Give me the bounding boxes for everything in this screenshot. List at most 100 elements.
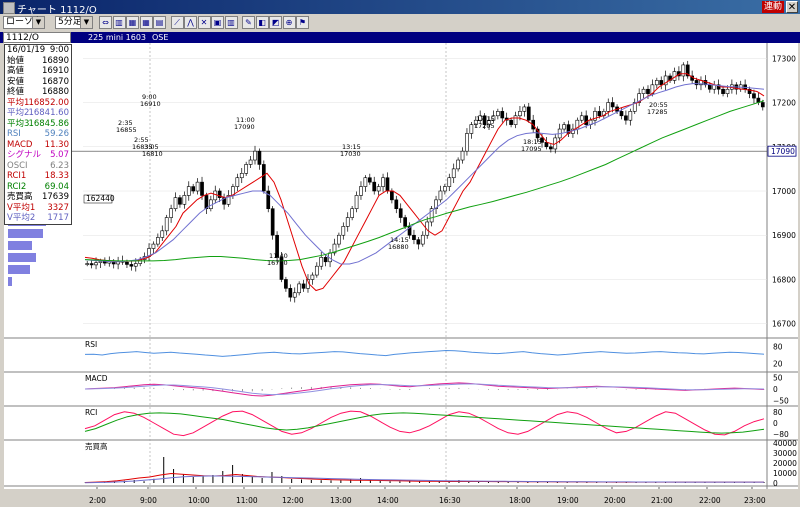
zigzag-icon[interactable]: ⋀: [184, 16, 197, 29]
volume-axis-label: 0: [773, 479, 778, 488]
info-row: RCI1 18.33: [5, 171, 71, 182]
info-row: 安値 16870: [5, 77, 71, 88]
info-row: OSCI 6.23: [5, 161, 71, 172]
annotation-price: 17285: [647, 108, 668, 116]
price-tick-label: 16900: [772, 231, 796, 240]
trend-line-icon[interactable]: ⟋: [170, 16, 184, 29]
plot-background: [4, 43, 798, 489]
info-row: MACD 11.30: [5, 140, 71, 151]
info-value: 11.30: [44, 139, 69, 150]
rci1-line: [84, 410, 765, 437]
candle-body: [443, 186, 447, 192]
candle-body: [151, 243, 156, 249]
info-row: 平均3 16845.86: [5, 119, 71, 130]
data-window: 16/01/19 9:00 始値 16890 高値 16910 安値 16870 終値 16880…: [4, 44, 72, 225]
candle-body: [385, 177, 390, 192]
chevron-down-icon: ▼: [80, 17, 92, 28]
candle-body: [354, 195, 359, 209]
candle-body: [716, 84, 721, 90]
info-value: 9:00: [49, 45, 69, 55]
cross-icon[interactable]: ✕: [197, 16, 211, 29]
bar-chart-icon[interactable]: ▦: [126, 16, 139, 29]
table-icon[interactable]: ▤: [153, 16, 166, 29]
x-tick-label: 12:00: [282, 496, 304, 505]
candle-body: [420, 234, 425, 245]
candle-body: [659, 80, 664, 86]
candle-body: [434, 199, 438, 209]
info-row: RSI 59.26: [5, 129, 71, 140]
info-row: 高値 16910: [5, 66, 71, 77]
candle-body: [314, 265, 319, 276]
candle-body: [89, 263, 94, 266]
rsi-axis-label: 20: [773, 359, 783, 368]
candle-body: [279, 257, 284, 280]
interval-value: 5分足: [58, 17, 82, 27]
candle-body: [416, 239, 421, 245]
info-label: 始値: [7, 55, 25, 66]
candle-body: [465, 133, 469, 152]
current-price-box: [767, 145, 797, 157]
info-value: 3327: [47, 202, 69, 213]
candle-body: [359, 186, 363, 196]
annotation-time: 9:00: [142, 93, 157, 101]
indicator-panel-label: RCI: [85, 408, 97, 417]
candle-body: [584, 115, 589, 125]
candle-body: [469, 124, 474, 134]
candle-body: [310, 274, 315, 280]
candle-body: [447, 177, 452, 187]
candle-chart-icon[interactable]: ▥: [112, 16, 126, 29]
info-label: MACD: [7, 139, 33, 150]
info-label: 16/01/19: [7, 45, 46, 55]
zoom-icon[interactable]: ⊕: [282, 16, 296, 29]
rci-axis-label: 0: [773, 419, 778, 428]
info-label: 平均1: [7, 97, 30, 108]
candle-body: [394, 199, 399, 209]
pen-icon[interactable]: ✎: [242, 16, 255, 29]
chart-area[interactable]: 1624401730017200171001700016900168001670…: [0, 43, 800, 507]
vma2-line: [84, 475, 764, 484]
candle-body: [597, 111, 602, 117]
interval-select[interactable]: 5分足 ▼: [55, 16, 93, 29]
candle-body: [133, 263, 138, 267]
annotation-time: 20:55: [649, 101, 668, 109]
info-row: シグナル 5.07: [5, 150, 71, 161]
columns-icon[interactable]: ▥: [224, 16, 238, 29]
candle-body: [522, 106, 527, 112]
volume-profile-label-box: [83, 194, 113, 204]
volume-axis-label: 30000: [773, 449, 797, 458]
chart-type-select[interactable]: ローソク ▼: [3, 16, 45, 29]
candle-body: [301, 283, 306, 289]
flag-icon[interactable]: ⚑: [296, 16, 309, 29]
candle-body: [332, 243, 337, 254]
stamp-icon[interactable]: ◩: [269, 16, 282, 29]
symbol-code-input[interactable]: 1112/O: [3, 32, 71, 43]
eraser-icon[interactable]: ◧: [255, 16, 269, 29]
x-tick-label: 14:00: [377, 496, 399, 505]
chevron-down-icon: ▼: [32, 17, 44, 28]
candle-body: [248, 159, 253, 165]
layers-icon[interactable]: ▣: [211, 16, 224, 29]
close-icon[interactable]: ✕: [786, 1, 798, 13]
grid-chart-icon[interactable]: ▦: [139, 16, 153, 29]
candle-body: [261, 164, 266, 192]
annotation-time: 17:15: [476, 115, 495, 123]
x-tick-label: 20:00: [604, 496, 626, 505]
candle-body: [178, 197, 182, 205]
candle-body: [681, 64, 686, 77]
price-tick-label: 17300: [772, 54, 796, 63]
candle-body: [500, 111, 505, 119]
info-value: 69.04: [44, 181, 69, 192]
info-label: 平均2: [7, 108, 30, 118]
candle-body: [518, 111, 522, 117]
candle-body: [191, 186, 196, 192]
annotation-price: 16810: [142, 150, 163, 158]
candle-body: [164, 217, 169, 232]
candle-body: [98, 261, 103, 263]
annotation-price: 17030: [340, 150, 361, 158]
link-button[interactable]: 連動: [762, 1, 784, 13]
symbol-name: 225 mini 1603: [88, 33, 147, 42]
sync-icon[interactable]: ⇔: [99, 16, 112, 29]
ma1-line: [84, 73, 765, 292]
candle-body: [226, 195, 231, 205]
candle-body: [548, 146, 553, 150]
